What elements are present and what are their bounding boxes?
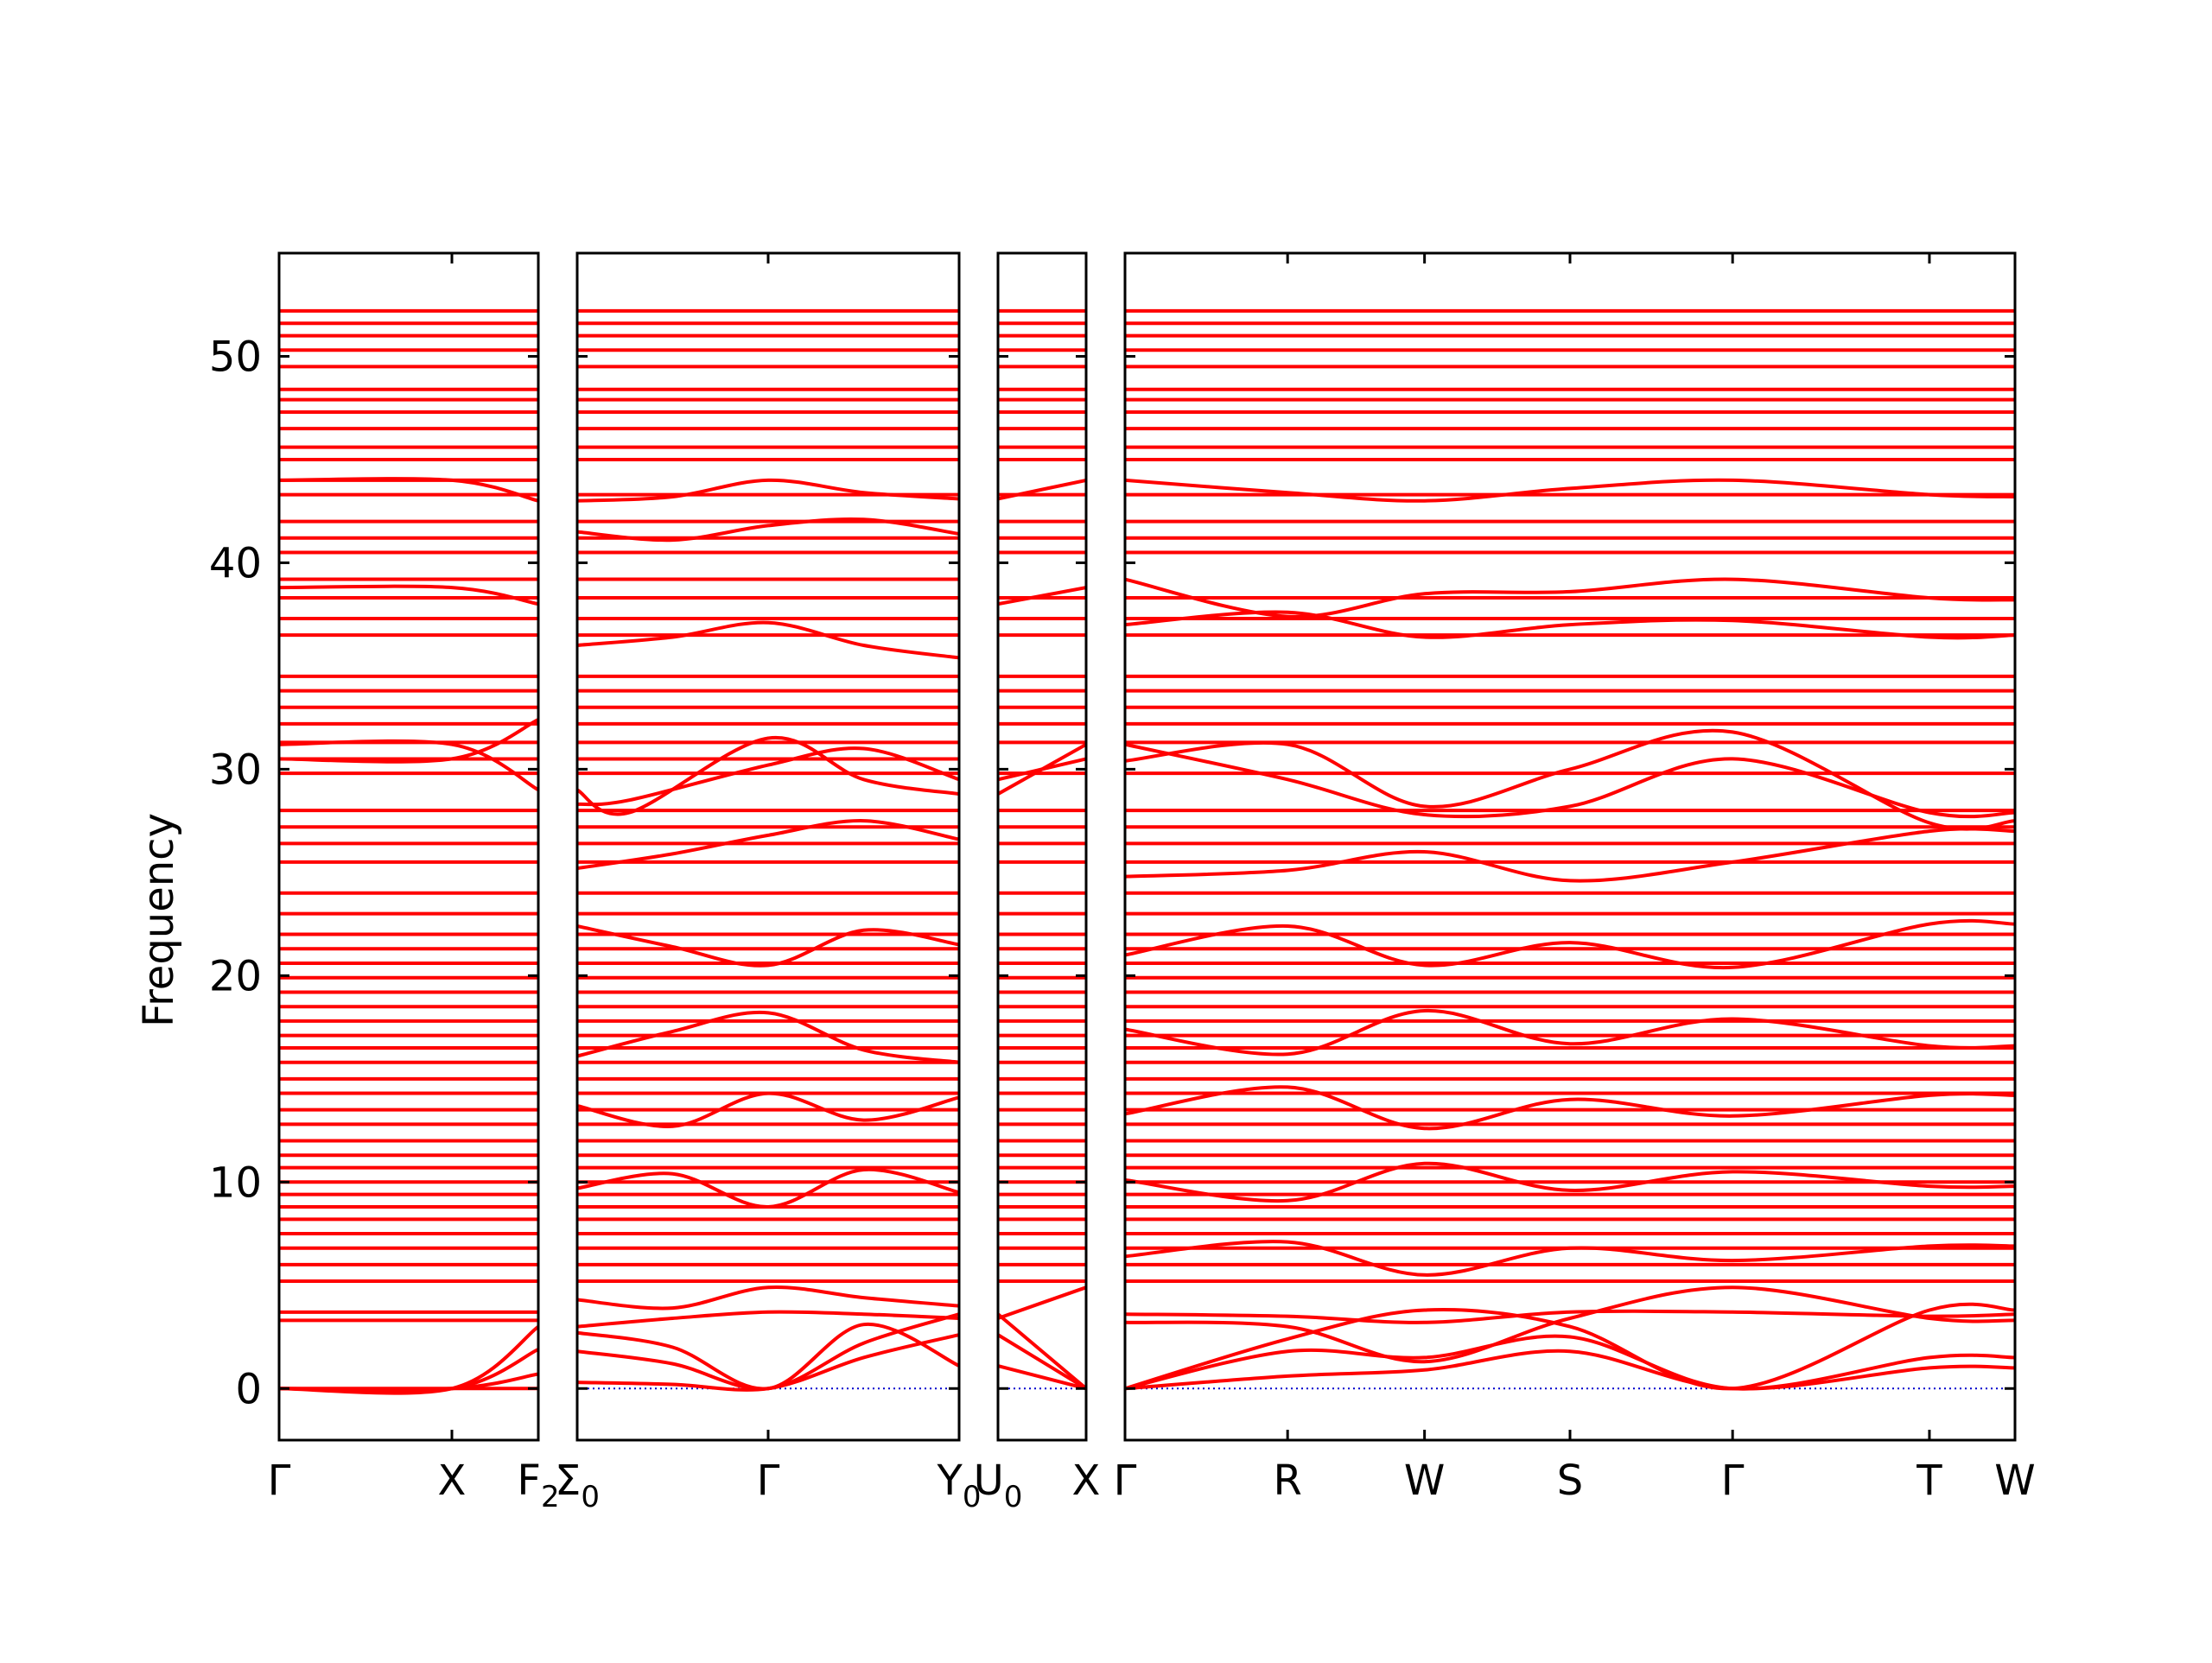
dispersive-band-line <box>1125 478 2015 503</box>
x-tick-label: S <box>1557 1457 1583 1505</box>
dispersive-band-line <box>577 924 959 968</box>
panel-3-bands <box>998 308 1086 1391</box>
dispersive-band-line <box>279 1348 538 1393</box>
dispersive-band-line <box>577 1091 959 1128</box>
dispersive-band-line <box>1125 827 2015 883</box>
dispersive-band-line <box>577 1285 959 1311</box>
dispersive-band-line <box>577 1310 959 1329</box>
dispersive-band-line <box>577 478 959 503</box>
dispersive-band-line <box>1125 1309 2015 1324</box>
x-tick-label: X <box>438 1457 467 1505</box>
x-tick-label-subscript: 0 <box>963 1480 982 1514</box>
dispersive-band-line <box>577 620 959 660</box>
dispersive-band-line <box>577 735 959 816</box>
x-tick-label-subscript: 0 <box>1004 1480 1023 1514</box>
y-tick-label: 30 <box>209 746 262 794</box>
dispersive-band-line <box>1125 1349 2015 1391</box>
x-tick-label: F2 <box>517 1457 559 1514</box>
dispersive-band-line <box>279 477 538 503</box>
panel-2-bands <box>577 308 959 1392</box>
dispersive-band-line <box>577 1312 959 1391</box>
x-tick-label: W <box>1994 1457 2035 1505</box>
dispersive-band-line <box>577 1167 959 1209</box>
dispersive-band-line <box>1125 918 2015 970</box>
dispersive-band-line <box>577 746 959 807</box>
x-tick-label: Y0 <box>937 1457 982 1514</box>
dispersive-band-line <box>279 739 538 792</box>
dispersive-band-line <box>279 1324 538 1395</box>
panel-4-frame <box>1123 251 2017 1442</box>
panel-2-frame <box>575 251 961 1442</box>
x-tick-label-subscript: 0 <box>581 1480 600 1514</box>
dispersive-band-line <box>1125 728 2015 831</box>
dispersive-band-line <box>577 1010 959 1064</box>
dispersive-band-line <box>1125 1008 2015 1057</box>
y-tick-label: 0 <box>235 1365 262 1413</box>
frames-layer <box>277 251 2017 1442</box>
x-tick-label: Σ0 <box>555 1457 600 1514</box>
dispersive-band-line <box>998 757 1086 782</box>
dispersive-band-line <box>998 1285 1086 1320</box>
x-tick-label: X <box>1072 1457 1101 1505</box>
y-tick-label: 50 <box>209 333 262 381</box>
dispersive-band-line <box>998 478 1086 501</box>
dispersive-band-line <box>1125 1285 2015 1364</box>
y-tick-label: 10 <box>209 1158 262 1207</box>
dispersive-band-line <box>279 718 538 764</box>
y-tick-label: 40 <box>209 539 262 587</box>
x-tick-label: Γ <box>1721 1457 1745 1505</box>
dispersive-band-line <box>1125 1334 2015 1391</box>
dispersive-band-line <box>279 584 538 606</box>
dispersive-band-line <box>998 1333 1086 1391</box>
dispersive-band-line <box>577 1333 959 1392</box>
x-tick-label: Γ <box>268 1457 291 1505</box>
x-tick-label: Γ <box>1114 1457 1137 1505</box>
dispersive-band-line <box>1125 1085 2015 1131</box>
y-tick-label: 20 <box>209 952 262 1000</box>
x-tick-label: R <box>1273 1457 1301 1505</box>
dispersive-band-line <box>1125 742 2015 819</box>
x-tick-label: W <box>1404 1457 1445 1505</box>
panel-1-frame <box>277 251 540 1442</box>
dispersive-band-line <box>1125 1161 2015 1203</box>
dispersive-band-line <box>998 1364 1086 1391</box>
dispersive-band-line <box>577 1323 959 1391</box>
dispersive-band-line <box>998 1312 1086 1390</box>
dispersive-band-line <box>577 517 959 543</box>
dispersive-band-line <box>998 586 1086 606</box>
panel-1-bands <box>279 308 538 1395</box>
x-tick-label: T <box>1916 1457 1942 1505</box>
dispersive-band-line <box>1125 1240 2015 1277</box>
bands-layer <box>279 308 2015 1395</box>
dispersive-band-line <box>1125 577 2015 619</box>
y-axis-label: Frequency <box>135 813 183 1027</box>
panel-4-bands <box>1125 308 2015 1391</box>
dispersive-band-line <box>577 819 959 871</box>
x-tick-label: Γ <box>757 1457 780 1505</box>
x-tick-label-subscript: 2 <box>541 1480 560 1514</box>
panel-3-frame <box>996 251 1088 1442</box>
dispersive-band-line <box>1125 610 2015 640</box>
